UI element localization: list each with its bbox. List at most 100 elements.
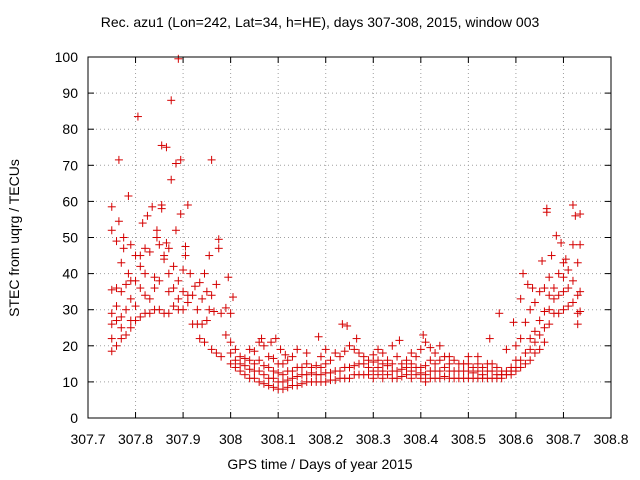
data-point [245, 356, 254, 365]
data-point [131, 302, 140, 311]
data-point [169, 262, 178, 271]
data-point [240, 361, 249, 370]
data-point [557, 238, 566, 247]
data-point [288, 367, 297, 376]
data-point [259, 341, 268, 350]
data-point [426, 343, 435, 352]
data-point [150, 284, 159, 293]
y-tick-label: 60 [62, 193, 78, 209]
x-tick-label: 308.3 [356, 431, 391, 447]
data-point [378, 349, 387, 358]
data-point [412, 352, 421, 361]
data-point [136, 284, 145, 293]
data-point [435, 341, 444, 350]
data-point [383, 356, 392, 365]
data-point [207, 155, 216, 164]
data-point [133, 112, 142, 121]
data-point [162, 238, 171, 247]
data-point [278, 359, 287, 368]
data-point [155, 276, 164, 285]
data-point [259, 370, 268, 379]
data-point [374, 345, 383, 354]
data-point [124, 269, 133, 278]
data-point [445, 359, 454, 368]
data-point [124, 191, 133, 200]
data-point [576, 240, 585, 249]
data-point [145, 247, 154, 256]
data-point [195, 278, 204, 287]
data-point [107, 347, 116, 356]
data-point [278, 385, 287, 394]
data-point [431, 359, 440, 368]
data-point [545, 291, 554, 300]
data-point [169, 302, 178, 311]
data-point [174, 54, 183, 63]
data-point [492, 363, 501, 372]
data-point [117, 312, 126, 321]
data-point [195, 334, 204, 343]
data-point [269, 367, 278, 376]
data-point [119, 233, 128, 242]
data-point [402, 363, 411, 372]
data-point [540, 284, 549, 293]
data-point [226, 309, 235, 318]
data-point [107, 320, 116, 329]
data-point [179, 287, 188, 296]
data-point [198, 294, 207, 303]
data-point [530, 349, 539, 358]
data-point [326, 368, 335, 377]
data-point [269, 383, 278, 392]
x-tick-label: 308.8 [593, 431, 628, 447]
data-point [478, 370, 487, 379]
data-point [568, 240, 577, 249]
y-tick-label: 50 [62, 230, 78, 246]
data-point [259, 379, 268, 388]
data-point [181, 251, 190, 260]
data-point [469, 363, 478, 372]
data-point [523, 280, 532, 289]
data-point [205, 305, 214, 314]
data-point [407, 374, 416, 383]
y-tick-label: 40 [62, 266, 78, 282]
data-point [136, 312, 145, 321]
plot-frame [87, 56, 612, 419]
data-point [564, 265, 573, 274]
y-tick-label: 0 [70, 410, 78, 426]
data-point [155, 240, 164, 249]
data-point [345, 341, 354, 350]
data-point [212, 349, 221, 358]
data-point [278, 370, 287, 379]
x-tick-label: 308 [219, 431, 243, 447]
data-point [450, 356, 459, 365]
data-point [281, 350, 290, 359]
data-point [530, 298, 539, 307]
data-point [255, 377, 264, 386]
data-point [176, 210, 185, 219]
x-tick-label: 307.9 [166, 431, 201, 447]
data-point [202, 287, 211, 296]
data-point [485, 334, 494, 343]
data-point [278, 377, 287, 386]
data-point [188, 291, 197, 300]
data-point [174, 276, 183, 285]
data-point [521, 318, 530, 327]
data-point [157, 141, 166, 150]
data-point [117, 287, 126, 296]
data-point [259, 361, 268, 370]
data-point [257, 334, 266, 343]
data-point [226, 349, 235, 358]
data-point [488, 359, 497, 368]
data-point [283, 376, 292, 385]
data-point [335, 367, 344, 376]
data-point [269, 374, 278, 383]
data-point [397, 372, 406, 381]
data-point [516, 356, 525, 365]
data-point [164, 287, 173, 296]
data-point [297, 379, 306, 388]
data-point [528, 284, 537, 293]
data-point [122, 330, 131, 339]
data-point [107, 226, 116, 235]
data-point [321, 359, 330, 368]
data-point [576, 210, 585, 219]
data-point [126, 240, 135, 249]
